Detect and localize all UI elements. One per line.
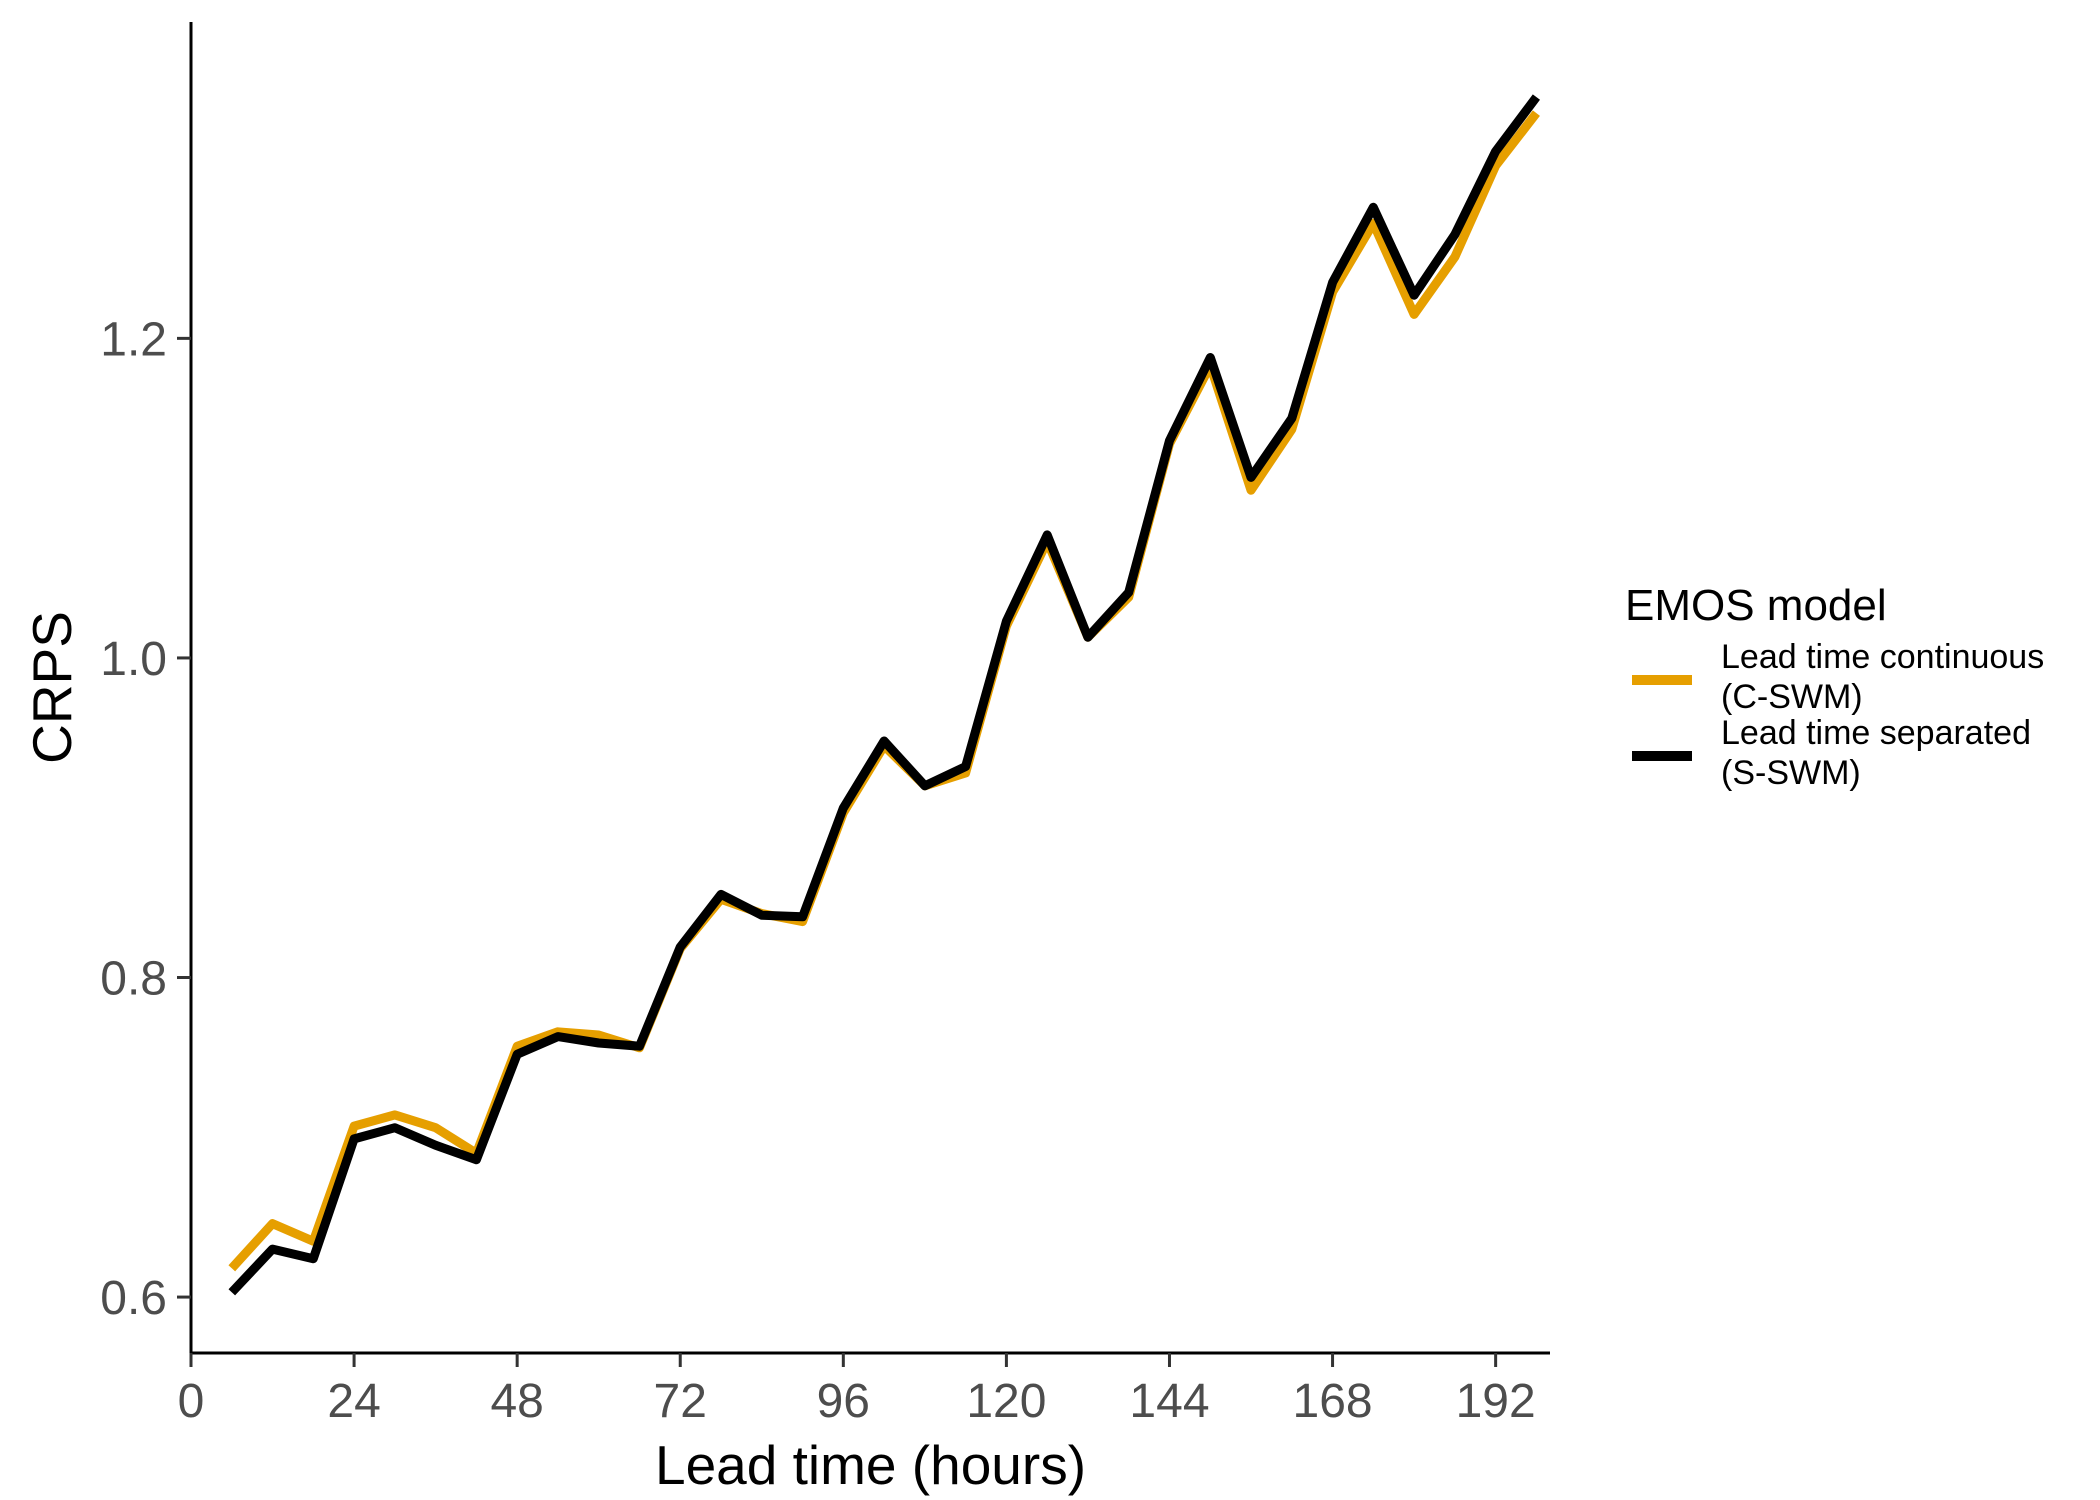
y-tick-label: 0.6 [100, 1272, 167, 1325]
x-tick-label: 24 [327, 1375, 380, 1428]
series-line-c-swm [228, 110, 1540, 1272]
y-tick-label: 1.0 [100, 633, 167, 686]
x-tick-label: 48 [490, 1375, 543, 1428]
legend-title: EMOS model [1625, 581, 1887, 630]
plot-area [228, 94, 1540, 1296]
y-axis-title: CRPS [21, 611, 83, 764]
series-line-s-swm [228, 94, 1540, 1296]
y-tick-label: 0.8 [100, 953, 167, 1006]
x-tick-label: 0 [178, 1375, 205, 1428]
x-tick-label: 144 [1129, 1375, 1209, 1428]
legend-label: Lead time separated [1721, 714, 2031, 752]
axes: 0 24 48 72 96 120 144 168 192 0.6 0.8 1.0 1.2 [100, 22, 1550, 1428]
x-tick-label: 192 [1456, 1375, 1536, 1428]
legend-label: (S-SWM) [1721, 754, 1861, 792]
x-tick-label: 72 [654, 1375, 707, 1428]
y-tick-label: 1.2 [100, 313, 167, 366]
x-axis-title: Lead time (hours) [655, 1434, 1086, 1496]
x-tick-label: 96 [817, 1375, 870, 1428]
x-tick-label: 168 [1293, 1375, 1373, 1428]
x-tick-label: 120 [966, 1375, 1046, 1428]
legend-label: (C-SWM) [1721, 678, 1863, 716]
legend-label: Lead time continuous [1721, 638, 2044, 676]
legend: EMOS model Lead time continuous(C-SWM)Le… [1625, 581, 2044, 792]
